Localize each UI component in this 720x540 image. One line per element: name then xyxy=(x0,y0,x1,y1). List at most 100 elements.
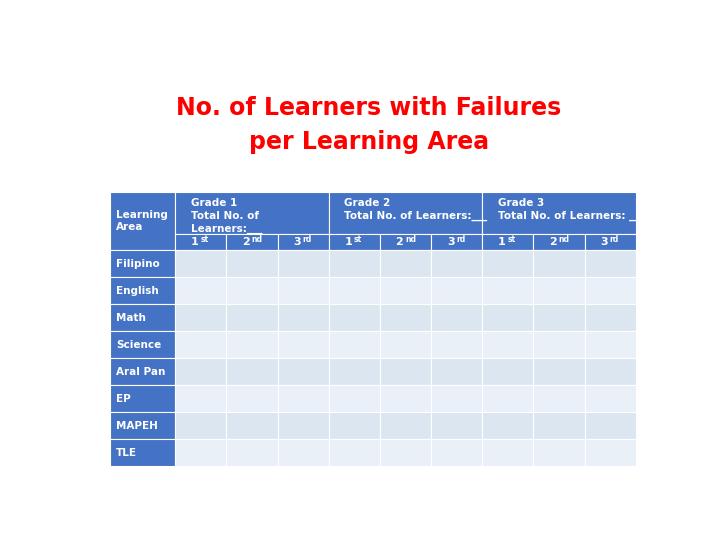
Text: Aral Pan: Aral Pan xyxy=(116,367,166,376)
Bar xyxy=(109,277,175,304)
Bar xyxy=(278,412,329,439)
Bar xyxy=(175,412,227,439)
Bar xyxy=(482,439,534,466)
Text: st: st xyxy=(354,235,362,244)
Text: per Learning Area: per Learning Area xyxy=(249,130,489,154)
Text: 3: 3 xyxy=(447,237,454,247)
Bar xyxy=(380,250,431,277)
Bar xyxy=(534,250,585,277)
Bar xyxy=(109,250,175,277)
Bar xyxy=(278,439,329,466)
Bar xyxy=(431,412,482,439)
Bar xyxy=(482,412,534,439)
Bar xyxy=(329,412,380,439)
Bar xyxy=(109,439,175,466)
Bar xyxy=(585,304,636,331)
Text: rd: rd xyxy=(302,235,312,244)
Text: Learning
Area: Learning Area xyxy=(116,210,168,232)
Bar xyxy=(329,385,380,412)
Bar xyxy=(534,277,585,304)
Bar xyxy=(278,277,329,304)
Bar xyxy=(227,234,278,250)
Bar xyxy=(482,234,534,250)
Text: English: English xyxy=(116,286,159,295)
Text: 2: 2 xyxy=(242,237,250,247)
Text: MAPEH: MAPEH xyxy=(116,421,158,430)
Bar xyxy=(278,331,329,358)
Bar xyxy=(175,439,227,466)
Bar xyxy=(109,385,175,412)
Text: 1: 1 xyxy=(344,237,352,247)
Bar xyxy=(278,385,329,412)
Bar xyxy=(585,277,636,304)
Bar xyxy=(431,385,482,412)
Bar xyxy=(278,304,329,331)
Bar xyxy=(482,192,636,234)
Bar xyxy=(482,358,534,385)
Bar xyxy=(431,277,482,304)
Bar xyxy=(109,192,175,250)
Text: Grade 3
Total No. of Learners: ____: Grade 3 Total No. of Learners: ____ xyxy=(498,198,649,221)
Bar xyxy=(227,304,278,331)
Text: Science: Science xyxy=(116,340,161,349)
Bar xyxy=(175,250,227,277)
Bar xyxy=(431,234,482,250)
Bar xyxy=(585,358,636,385)
Bar xyxy=(534,412,585,439)
Bar xyxy=(585,250,636,277)
Text: No. of Learners with Failures: No. of Learners with Failures xyxy=(176,97,562,120)
Bar xyxy=(534,304,585,331)
Text: nd: nd xyxy=(559,235,570,244)
Bar xyxy=(585,412,636,439)
Bar xyxy=(380,385,431,412)
Text: 3: 3 xyxy=(293,237,301,247)
Text: 2: 2 xyxy=(395,237,403,247)
Bar xyxy=(329,358,380,385)
Bar xyxy=(227,331,278,358)
Bar xyxy=(278,358,329,385)
Text: 3: 3 xyxy=(600,237,608,247)
Bar xyxy=(109,331,175,358)
Bar xyxy=(585,234,636,250)
Text: nd: nd xyxy=(405,235,416,244)
Bar xyxy=(431,331,482,358)
Text: TLE: TLE xyxy=(116,448,137,457)
Bar xyxy=(278,250,329,277)
Text: Grade 2
Total No. of Learners:___: Grade 2 Total No. of Learners:___ xyxy=(344,198,487,221)
Bar xyxy=(175,234,227,250)
Text: Filipino: Filipino xyxy=(116,259,160,268)
Text: Grade 1
Total No. of
Learners:___: Grade 1 Total No. of Learners:___ xyxy=(191,198,262,234)
Text: EP: EP xyxy=(116,394,131,403)
Bar xyxy=(175,385,227,412)
Bar xyxy=(175,192,329,234)
Text: 1: 1 xyxy=(498,237,505,247)
Bar xyxy=(175,331,227,358)
Bar xyxy=(227,250,278,277)
Bar xyxy=(227,439,278,466)
Bar xyxy=(534,385,585,412)
Text: st: st xyxy=(508,235,516,244)
Bar xyxy=(175,277,227,304)
Text: 1: 1 xyxy=(191,237,199,247)
Bar xyxy=(482,250,534,277)
Bar xyxy=(534,234,585,250)
Bar xyxy=(329,331,380,358)
Bar xyxy=(175,358,227,385)
Text: rd: rd xyxy=(456,235,465,244)
Bar xyxy=(534,358,585,385)
Bar xyxy=(585,331,636,358)
Bar xyxy=(227,277,278,304)
Bar xyxy=(534,331,585,358)
Bar xyxy=(329,250,380,277)
Bar xyxy=(329,234,380,250)
Bar xyxy=(482,331,534,358)
Bar xyxy=(329,439,380,466)
Bar xyxy=(482,385,534,412)
Bar xyxy=(329,277,380,304)
Text: nd: nd xyxy=(251,235,263,244)
Bar xyxy=(431,250,482,277)
Bar xyxy=(585,439,636,466)
Bar xyxy=(431,358,482,385)
Bar xyxy=(380,331,431,358)
Bar xyxy=(329,304,380,331)
